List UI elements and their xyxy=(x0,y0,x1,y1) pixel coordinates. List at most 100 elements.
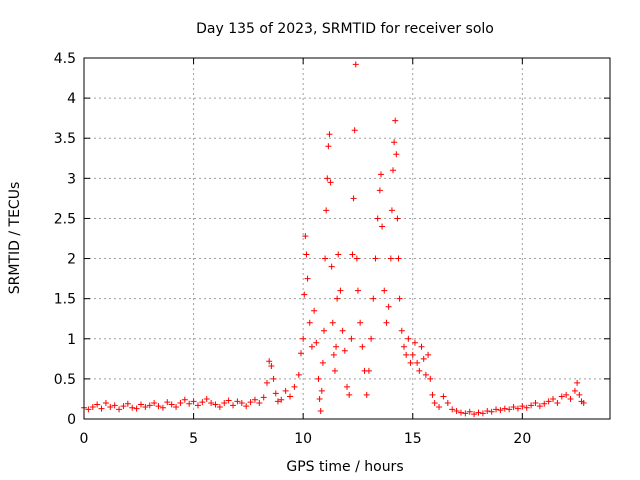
data-point xyxy=(327,179,334,186)
data-point xyxy=(323,207,330,214)
data-point xyxy=(94,401,101,408)
data-point xyxy=(133,405,140,412)
data-point xyxy=(351,127,358,134)
x-tick-label: 15 xyxy=(404,431,422,447)
data-point xyxy=(425,351,432,358)
data-point xyxy=(320,327,327,334)
data-point xyxy=(392,117,399,124)
x-tick-label: 10 xyxy=(294,431,312,447)
data-point xyxy=(571,387,578,394)
data-point xyxy=(297,350,304,357)
data-point xyxy=(354,287,361,294)
data-point xyxy=(151,399,158,406)
data-point xyxy=(488,408,495,415)
data-point xyxy=(190,398,197,405)
data-point xyxy=(457,409,464,416)
data-points xyxy=(81,61,587,418)
data-point xyxy=(381,287,388,294)
data-point xyxy=(306,319,313,326)
y-tick-label: 2.5 xyxy=(54,211,76,227)
x-tick-label: 0 xyxy=(80,431,89,447)
data-point xyxy=(168,401,175,408)
data-point xyxy=(541,400,548,407)
x-axis-label: GPS time / hours xyxy=(286,459,403,475)
data-point xyxy=(337,287,344,294)
data-point xyxy=(427,375,434,382)
data-point xyxy=(107,403,114,410)
data-point xyxy=(403,351,410,358)
data-point xyxy=(497,407,504,414)
data-point xyxy=(304,275,311,282)
data-point xyxy=(391,139,398,146)
data-point xyxy=(400,343,407,350)
data-point xyxy=(155,403,162,410)
grid-lines xyxy=(84,58,610,419)
data-point xyxy=(85,406,92,413)
data-point xyxy=(506,406,513,413)
data-point xyxy=(308,343,315,350)
data-point xyxy=(407,359,414,366)
data-point xyxy=(272,390,279,397)
data-point xyxy=(303,251,310,258)
data-point xyxy=(230,402,237,409)
data-point xyxy=(186,400,193,407)
data-point xyxy=(395,255,402,262)
data-point xyxy=(325,143,332,150)
data-point xyxy=(194,402,201,409)
data-point xyxy=(203,395,210,402)
data-point xyxy=(334,295,341,302)
data-point xyxy=(225,397,232,404)
data-point xyxy=(576,391,583,398)
data-point xyxy=(89,403,96,410)
data-point xyxy=(409,351,416,358)
data-point xyxy=(111,402,118,409)
data-point xyxy=(331,367,338,374)
y-tick-label: 4 xyxy=(67,91,76,107)
data-point xyxy=(212,401,219,408)
data-point xyxy=(383,319,390,326)
data-point xyxy=(234,398,241,405)
data-point xyxy=(532,399,539,406)
data-point xyxy=(319,359,326,366)
data-point xyxy=(416,367,423,374)
data-point xyxy=(164,399,171,406)
data-point xyxy=(550,395,557,402)
data-point xyxy=(444,399,451,406)
data-point xyxy=(344,383,350,390)
data-point xyxy=(177,399,184,406)
data-point xyxy=(264,379,271,386)
data-point xyxy=(238,399,245,406)
y-tick-label: 1 xyxy=(67,332,76,348)
data-point xyxy=(282,387,289,394)
data-point xyxy=(318,387,325,394)
data-point xyxy=(302,233,309,240)
data-point xyxy=(260,394,267,401)
data-point xyxy=(359,343,366,350)
data-point xyxy=(528,402,535,409)
data-point xyxy=(353,255,360,262)
x-tick-label: 20 xyxy=(513,431,531,447)
data-point xyxy=(414,359,421,366)
data-point xyxy=(429,391,436,398)
data-point xyxy=(181,396,188,403)
data-point xyxy=(567,395,574,402)
data-point xyxy=(574,379,581,386)
data-point xyxy=(339,327,346,334)
data-point xyxy=(536,403,543,410)
data-point xyxy=(510,403,517,410)
data-point xyxy=(324,175,331,182)
data-point xyxy=(558,393,565,400)
data-point xyxy=(142,403,149,410)
axis-ticks: 0 0.5 1 1.5 2 2.5 3 3.5 4 4.5 0 5 10 15 20 xyxy=(54,51,610,447)
data-point xyxy=(316,395,323,402)
data-point xyxy=(348,335,355,342)
data-point xyxy=(268,363,275,370)
data-point xyxy=(422,371,429,378)
data-point xyxy=(349,251,356,258)
data-point xyxy=(333,343,340,350)
data-point xyxy=(411,339,418,346)
data-point xyxy=(393,151,400,158)
data-point xyxy=(493,406,500,413)
data-point xyxy=(471,411,478,418)
data-point xyxy=(335,251,342,258)
